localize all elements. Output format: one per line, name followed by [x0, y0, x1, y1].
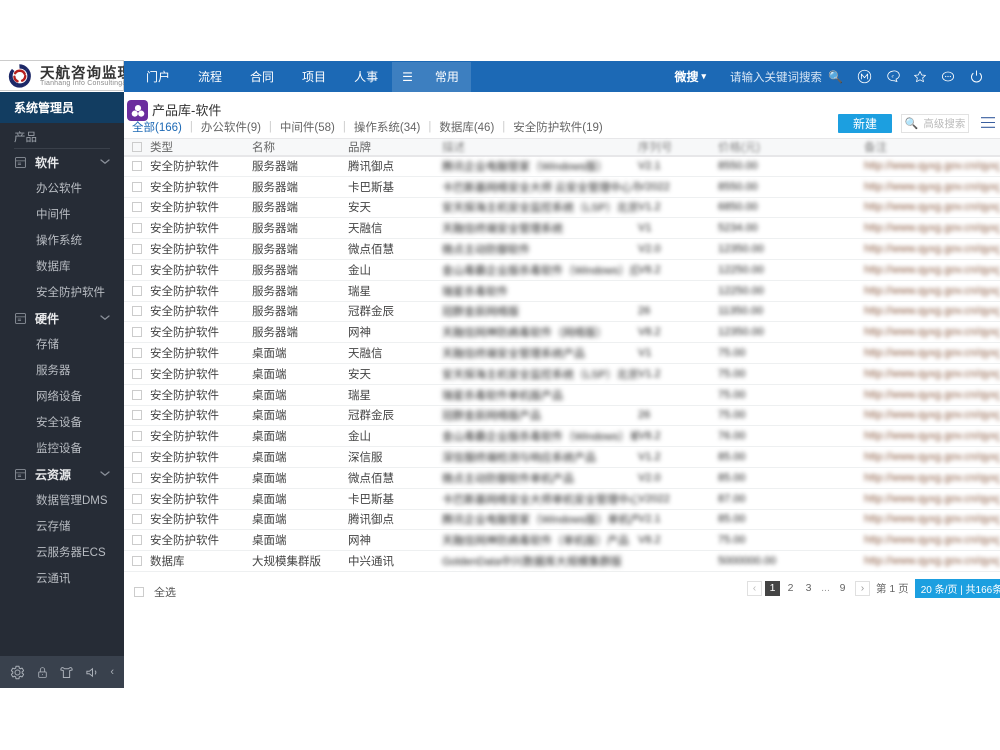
svg-text:e: e — [892, 75, 894, 80]
